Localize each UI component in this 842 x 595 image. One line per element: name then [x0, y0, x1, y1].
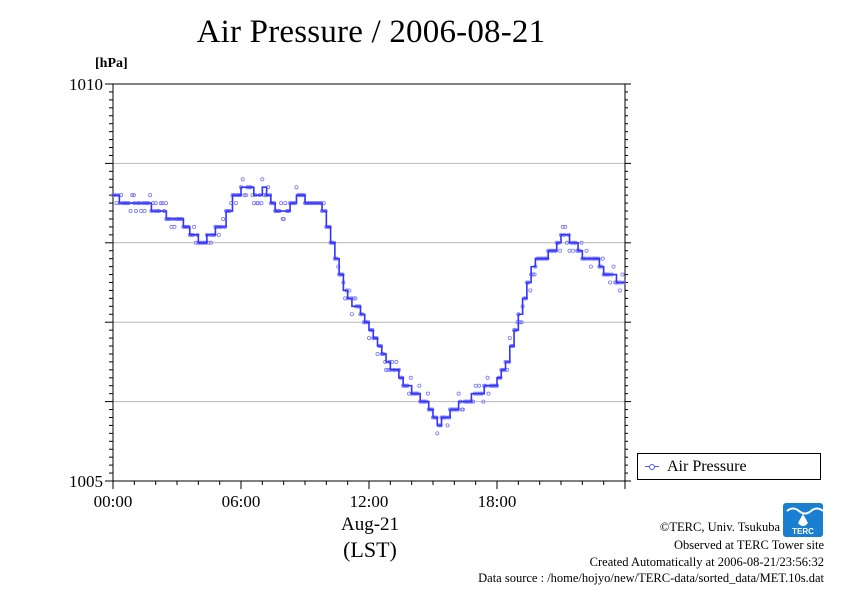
- data-point: [134, 209, 139, 214]
- data-point: [394, 359, 399, 364]
- data-point: [251, 201, 256, 206]
- data-point: [532, 272, 537, 277]
- credit-created: Created Automatically at 2006-08-21/23:5…: [589, 555, 824, 569]
- data-point: [193, 240, 198, 245]
- axes: 1005 1010 00:00 06:00 12:00 18:00: [69, 75, 631, 511]
- plot-frame: [112, 83, 626, 482]
- data-point: [563, 224, 568, 229]
- data-point: [564, 240, 569, 245]
- data-point: [153, 201, 158, 206]
- data-point: [131, 193, 136, 198]
- data-point: [349, 312, 354, 317]
- data-point: [620, 272, 625, 277]
- data-point: [608, 280, 613, 285]
- data-point: [477, 383, 482, 388]
- data-point: [343, 296, 348, 301]
- data-point: [528, 288, 533, 293]
- x-tick-label: 06:00: [222, 492, 261, 511]
- data-point: [353, 296, 358, 301]
- data-point: [417, 383, 422, 388]
- x-tick-label: 18:00: [478, 492, 517, 511]
- data-point: [366, 336, 371, 341]
- data-point: [519, 320, 524, 325]
- y-tick-label: 1010: [69, 75, 103, 94]
- data-point: [130, 193, 135, 198]
- data-point: [242, 193, 247, 198]
- data-point: [407, 391, 412, 396]
- data-point: [473, 383, 478, 388]
- data-point: [281, 216, 286, 221]
- data-point: [460, 407, 465, 412]
- data-point: [558, 248, 563, 253]
- data-point: [385, 367, 390, 372]
- data-point: [570, 248, 575, 253]
- data-point: [425, 391, 430, 396]
- legend-label: Air Pressure: [667, 457, 747, 475]
- data-point: [384, 367, 389, 372]
- x-axis-timezone-label: (LST): [343, 537, 397, 562]
- data-point: [560, 224, 565, 229]
- gridlines: [113, 162, 625, 403]
- data-point: [260, 177, 265, 182]
- data-point: [408, 375, 413, 380]
- data-point: [142, 209, 147, 214]
- data-point: [139, 209, 144, 214]
- data-point: [456, 391, 461, 396]
- credit-copyright: ©TERC, Univ. Tsukuba: [659, 520, 780, 534]
- series-points: [111, 177, 627, 436]
- chart-title: Air Pressure / 2006-08-21: [196, 14, 546, 50]
- x-tick-label: 12:00: [350, 492, 389, 511]
- data-point: [209, 240, 214, 245]
- y-tick-label: 1005: [69, 472, 103, 491]
- terc-logo-icon: TERC: [783, 503, 823, 537]
- data-point: [172, 224, 177, 229]
- data-point: [435, 431, 440, 436]
- data-point: [283, 201, 288, 206]
- data-point: [611, 264, 616, 269]
- data-point: [158, 201, 163, 206]
- data-point: [375, 351, 380, 356]
- data-point: [481, 399, 486, 404]
- data-point: [216, 232, 221, 237]
- data-point: [617, 288, 622, 293]
- data-point: [579, 240, 584, 245]
- data-point: [485, 375, 490, 380]
- data-point: [148, 193, 153, 198]
- data-point: [445, 423, 450, 428]
- data-point: [192, 224, 197, 229]
- data-point: [507, 336, 512, 341]
- credit-observed: Observed at TERC Tower site: [673, 538, 824, 552]
- data-point: [567, 248, 572, 253]
- data-point: [163, 201, 168, 206]
- credit-source: Data source : /home/hojyo/new/TERC-data/…: [478, 571, 824, 585]
- data-point: [244, 193, 249, 198]
- data-point: [588, 264, 593, 269]
- data-point: [279, 201, 284, 206]
- data-point: [259, 201, 264, 206]
- data-point: [294, 185, 299, 190]
- data-point: [221, 216, 226, 221]
- data-point: [240, 177, 245, 182]
- data-point: [233, 201, 238, 206]
- data-point: [486, 391, 491, 396]
- data-point: [128, 209, 133, 214]
- data-point: [600, 256, 605, 261]
- data-point: [584, 248, 589, 253]
- logo-text: TERC: [792, 527, 814, 536]
- y-axis-unit: [hPa]: [95, 56, 128, 71]
- series-line-air-pressure: [113, 186, 625, 427]
- legend: Air Pressure: [637, 453, 821, 480]
- x-tick-label: 00:00: [94, 492, 133, 511]
- x-axis-date-label: Aug-21: [340, 514, 400, 535]
- legend-swatch-icon: [645, 464, 659, 470]
